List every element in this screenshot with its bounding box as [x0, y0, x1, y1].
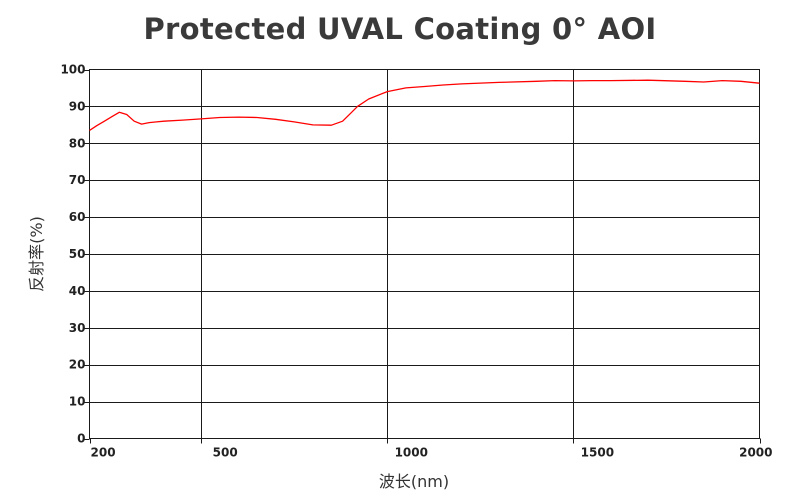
x-tick-label: 2000: [739, 446, 772, 460]
y-tick-label: 20: [69, 358, 86, 372]
y-tick-label: 0: [77, 432, 85, 446]
chart-title: Protected UVAL Coating 0° AOI: [143, 12, 657, 46]
tick-marks: [84, 70, 761, 444]
x-tick-label: 1500: [581, 446, 614, 460]
y-tick-label: 90: [69, 99, 86, 113]
y-tick-label: 50: [69, 247, 86, 261]
y-tick-label: 10: [69, 395, 86, 409]
y-tick-label: 30: [69, 321, 86, 335]
reflectance-series-line: [89, 79, 760, 131]
y-axis-label: 反射率(%): [27, 216, 46, 292]
x-tick-labels: 200 500 1000 1500 2000: [91, 446, 773, 460]
plot-frame: [89, 69, 760, 439]
x-axis-label: 波长(nm): [379, 472, 449, 491]
grid-lines: [89, 69, 760, 439]
y-tick-labels: 0 10 20 30 40 50 60 70 80 90 100: [60, 63, 85, 446]
y-tick-label: 60: [69, 210, 86, 224]
x-tick-label: 1000: [395, 446, 428, 460]
x-tick-label: 200: [91, 446, 116, 460]
x-tick-label: 500: [213, 446, 238, 460]
y-tick-label: 70: [69, 173, 86, 187]
y-tick-label: 40: [69, 284, 86, 298]
series-layer: [89, 79, 760, 131]
y-tick-label: 80: [69, 136, 86, 150]
y-tick-label: 100: [60, 63, 85, 77]
